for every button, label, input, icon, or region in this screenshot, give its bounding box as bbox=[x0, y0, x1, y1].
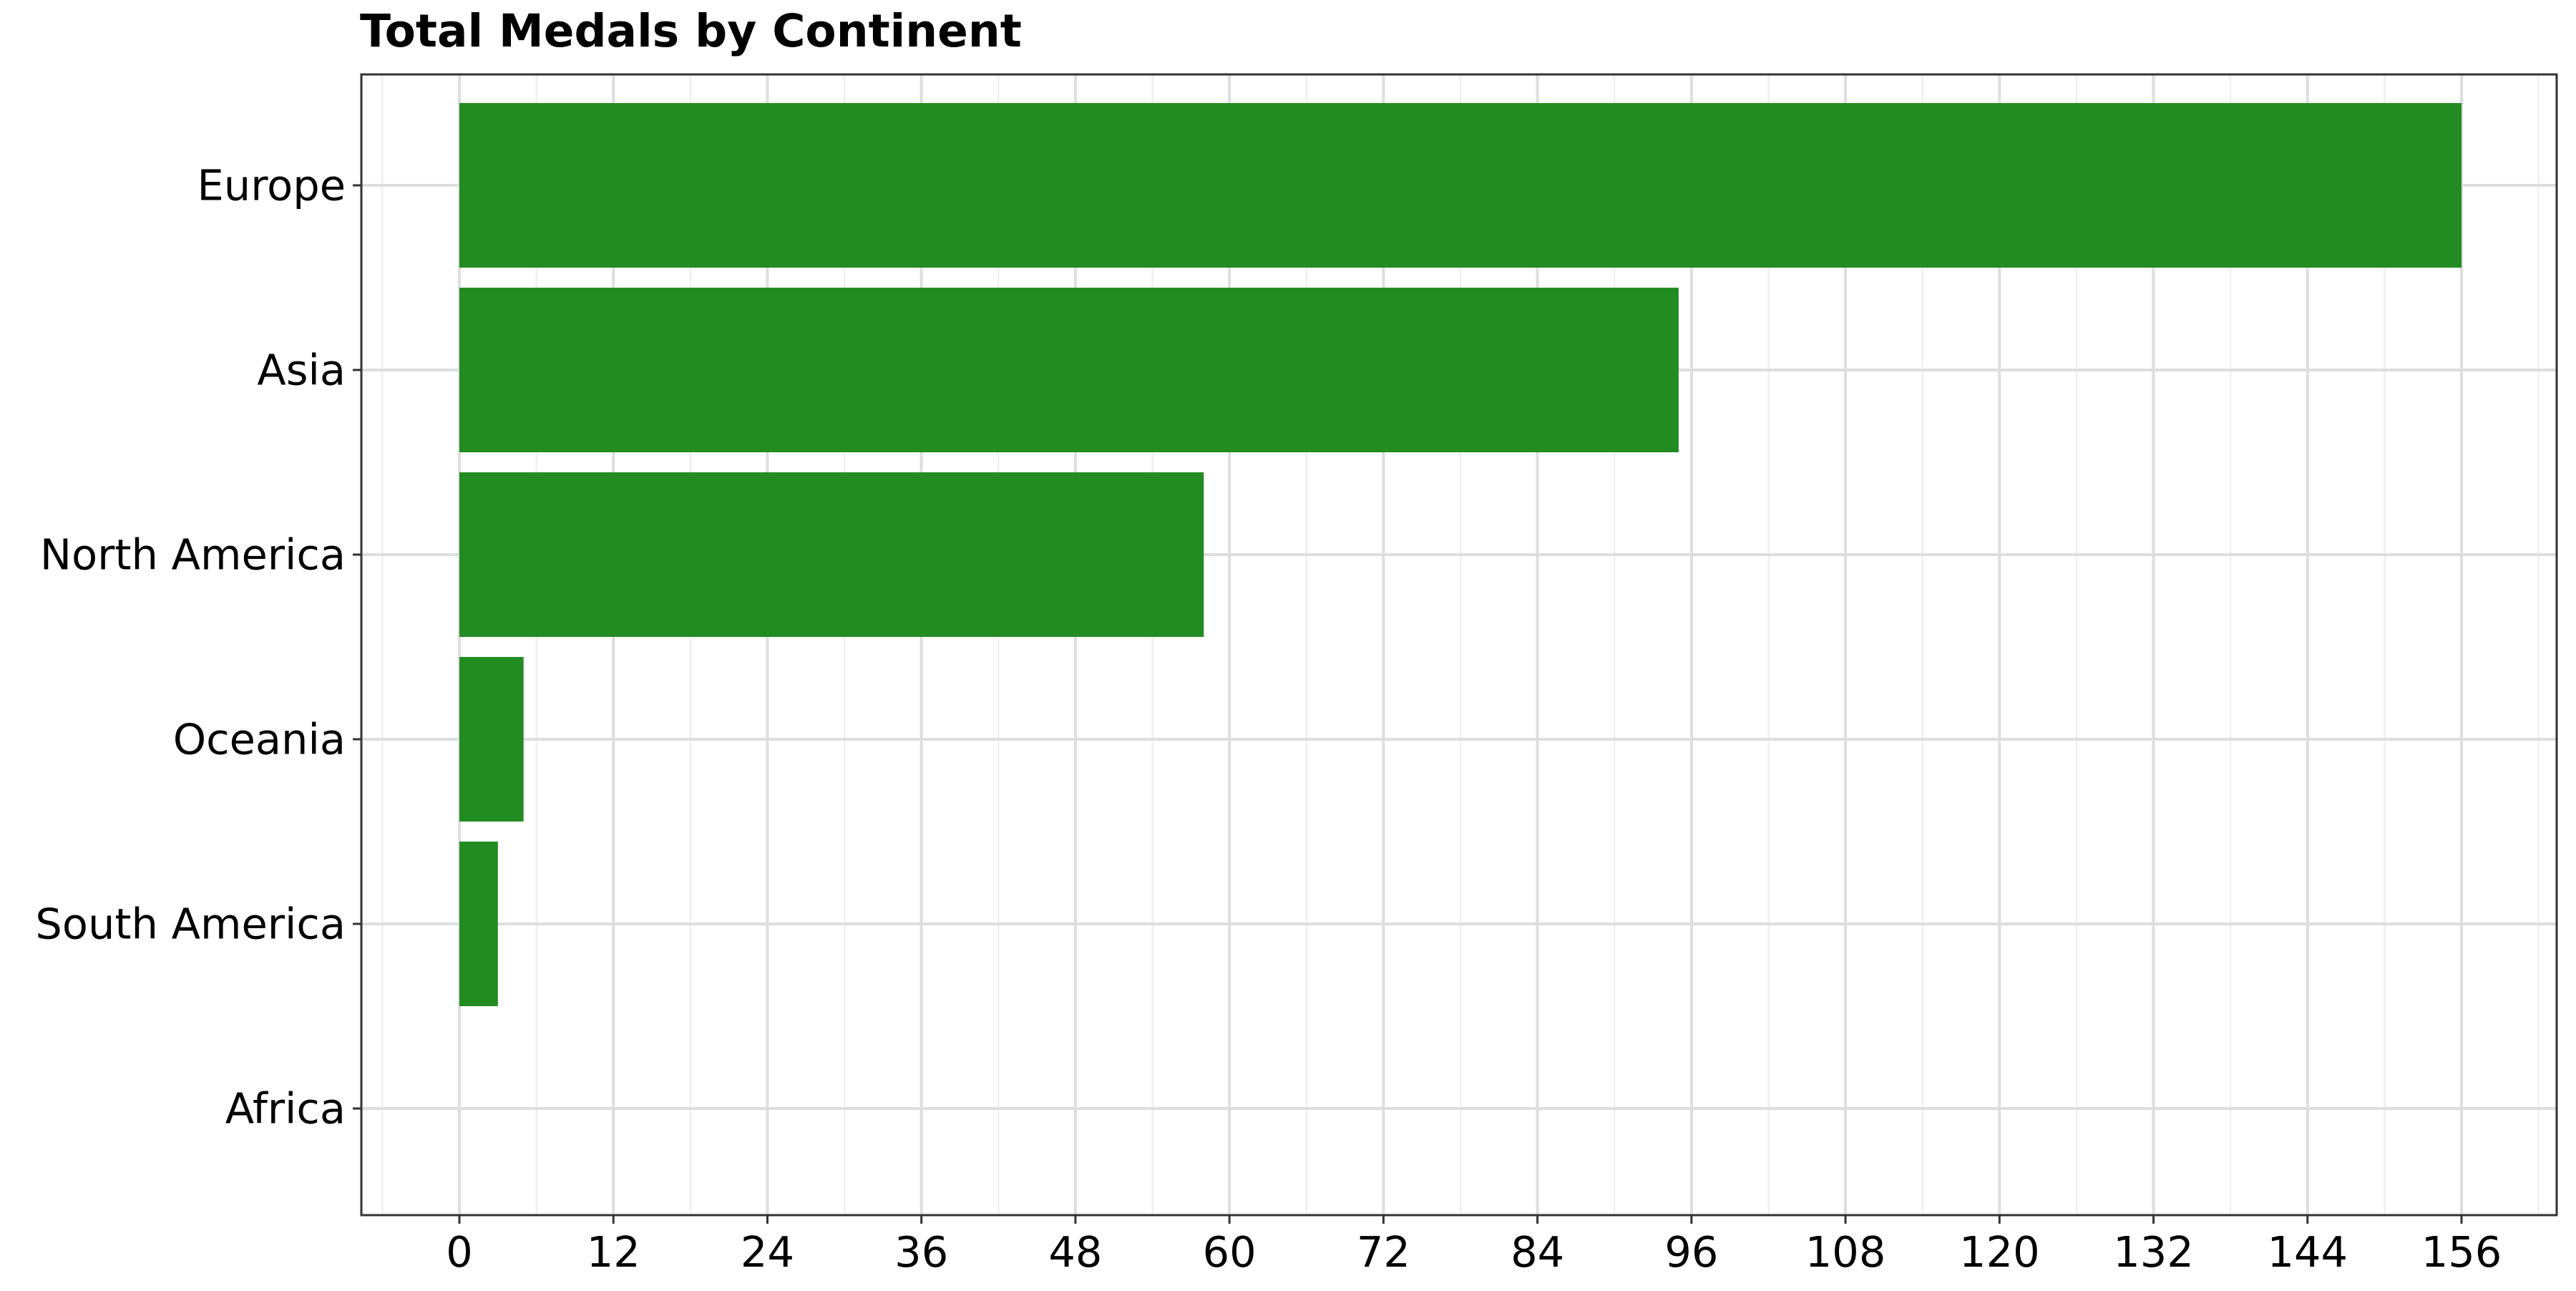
x-tick-label: 0 bbox=[446, 1227, 473, 1277]
y-axis: Europe Asia North America Oceania South Amer… bbox=[35, 161, 361, 1134]
x-tick-label: 84 bbox=[1511, 1227, 1564, 1277]
bar bbox=[459, 842, 498, 1006]
y-tick-label: Oceania bbox=[173, 715, 346, 764]
x-axis: 0 12 24 36 48 60 72 84 96 108 120 132 144 156 bbox=[446, 1215, 2502, 1277]
x-tick-label: 156 bbox=[2421, 1227, 2502, 1277]
bar bbox=[459, 657, 524, 822]
bar bbox=[459, 288, 1679, 452]
bars bbox=[459, 103, 2462, 1006]
y-tick-label: South America bbox=[35, 900, 346, 949]
y-tick-label: Asia bbox=[257, 346, 346, 395]
y-tick-label: Europe bbox=[197, 161, 346, 210]
x-tick-label: 48 bbox=[1048, 1227, 1102, 1277]
plot-panel-border bbox=[360, 73, 2558, 1217]
x-tick-label: 60 bbox=[1203, 1227, 1257, 1277]
bar bbox=[459, 103, 2462, 268]
y-tick-label: Africa bbox=[225, 1084, 346, 1134]
x-tick-label: 108 bbox=[1805, 1227, 1886, 1277]
x-tick-label: 144 bbox=[2267, 1227, 2348, 1277]
x-tick-label: 12 bbox=[587, 1227, 640, 1277]
x-tick-label: 96 bbox=[1664, 1227, 1718, 1277]
chart-title: Total Medals by Continent bbox=[360, 5, 1022, 57]
x-tick-label: 36 bbox=[894, 1227, 948, 1277]
bar bbox=[459, 472, 1204, 637]
y-tick-label: North America bbox=[40, 530, 346, 580]
x-tick-label: 120 bbox=[1959, 1227, 2040, 1277]
x-tick-label: 132 bbox=[2113, 1227, 2194, 1277]
x-tick-label: 24 bbox=[741, 1227, 794, 1277]
x-tick-label: 72 bbox=[1357, 1227, 1410, 1277]
